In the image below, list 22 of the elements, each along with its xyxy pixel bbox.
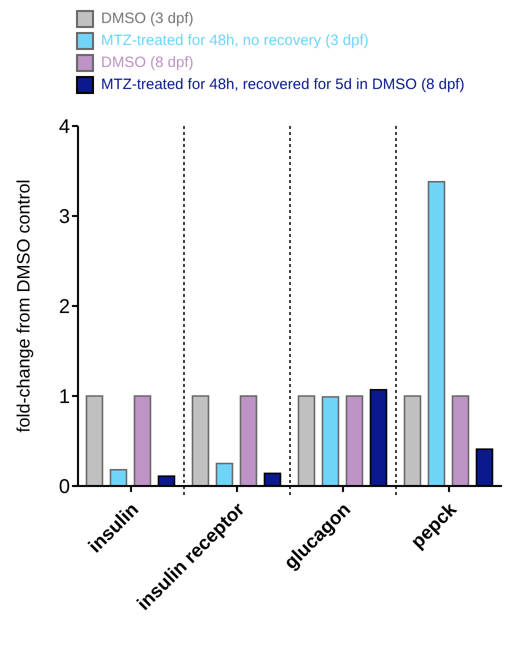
y-tick-label: 4 — [58, 116, 70, 138]
y-axis-title: fold-change from DMSO control — [13, 179, 34, 433]
bar — [298, 395, 316, 486]
y-tick-label: 3 — [58, 206, 70, 228]
legend-label: DMSO (8 dpf) — [101, 53, 194, 73]
bar — [428, 181, 446, 486]
y-tick-label: 0 — [58, 476, 70, 498]
y-tick-label: 2 — [58, 296, 70, 318]
y-tick-label: 1 — [58, 386, 70, 408]
bar — [240, 395, 258, 486]
bar — [216, 462, 234, 486]
bar — [86, 395, 104, 486]
bar — [192, 395, 210, 486]
legend-label: MTZ-treated for 48h, no recovery (3 dpf) — [101, 31, 369, 51]
legend-label: MTZ-treated for 48h, recovered for 5d in DMSO (8 dpf) — [101, 75, 464, 95]
bar — [346, 395, 364, 486]
bar — [134, 395, 152, 486]
bar — [452, 395, 470, 486]
legend-label: DMSO (3 dpf) — [101, 9, 194, 29]
bar — [322, 396, 340, 486]
bar — [404, 395, 422, 486]
bar — [110, 469, 128, 486]
